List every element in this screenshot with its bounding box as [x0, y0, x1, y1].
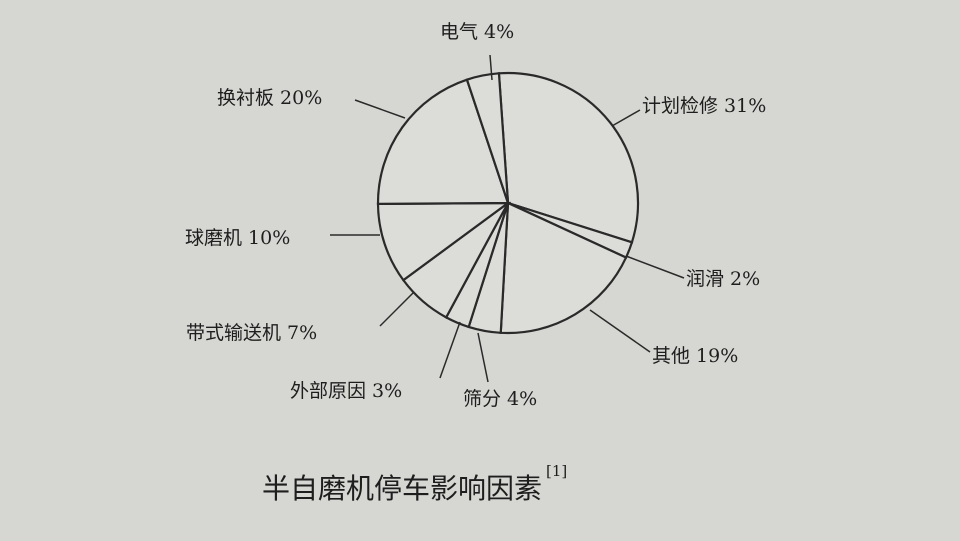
pie-slices [376, 71, 640, 335]
slice-label-9: 电气 4% [440, 21, 514, 43]
leader-line-1 [611, 109, 641, 127]
pie-slice-7 [376, 201, 512, 282]
pie-slice-3 [499, 201, 628, 335]
slice-label-6: 带式输送机 7% [186, 322, 317, 344]
slice-label-4: 筛分 4% [463, 388, 537, 410]
pie-slice-8 [376, 78, 510, 206]
leader-line-6 [379, 291, 415, 327]
leader-line-3 [589, 309, 651, 353]
chart-title: 半自磨机停车影响因素 [262, 472, 542, 505]
leader-line-9 [489, 54, 493, 81]
title-reference: [1] [546, 462, 567, 480]
leader-line-4 [477, 332, 489, 383]
slice-label-2: 润滑 2% [686, 268, 760, 290]
slice-label-5: 外部原因 3% [290, 380, 402, 402]
leader-lines [330, 54, 685, 383]
pie-slice-9 [465, 72, 510, 204]
pie-slice-1 [497, 71, 640, 244]
leader-line-5 [439, 321, 461, 379]
leader-line-8 [354, 99, 406, 119]
slice-label-3: 其他 19% [652, 345, 738, 367]
slice-label-1: 计划检修 31% [642, 95, 766, 117]
leader-line-2 [625, 255, 685, 279]
slice-label-7: 球磨机 10% [185, 227, 290, 249]
slice-labels: 计划检修 31% 润滑 2% 其他 19% 筛分 4% 外部原因 3% 带式输送机 7% 球… [185, 21, 766, 410]
slice-label-8: 换衬板 20% [217, 87, 322, 109]
